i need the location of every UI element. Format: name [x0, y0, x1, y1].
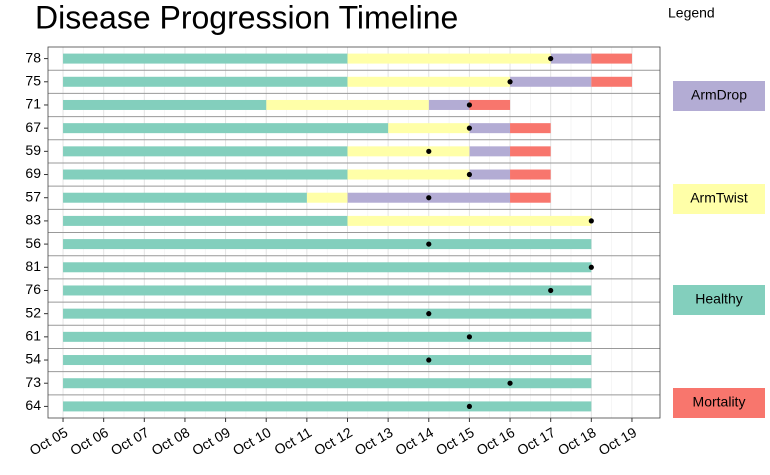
- segment: [63, 331, 592, 342]
- chart-title: Disease Progression Timeline: [35, 0, 458, 35]
- y-tick-label: 78: [25, 49, 41, 65]
- segment: [63, 285, 592, 296]
- event-dot: [426, 311, 432, 317]
- segment: [510, 169, 551, 180]
- x-tick-label: Oct 10: [230, 424, 274, 459]
- x-tick-label: Oct 15: [433, 424, 477, 459]
- segment: [510, 123, 551, 134]
- y-tick-label: 73: [25, 374, 41, 390]
- y-tick-label: 76: [25, 281, 41, 297]
- segment: [347, 215, 592, 226]
- segment: [347, 169, 470, 180]
- legend-label: Mortality: [693, 394, 746, 410]
- segment: [63, 123, 389, 134]
- x-tick-label: Oct 09: [189, 424, 233, 459]
- x-tick-label: Oct 05: [27, 424, 71, 459]
- event-dot: [466, 334, 473, 340]
- x-tick-label: Oct 13: [352, 424, 396, 459]
- segment: [306, 192, 348, 203]
- y-tick-label: 69: [25, 165, 41, 181]
- segment: [63, 401, 592, 412]
- segment: [63, 76, 348, 87]
- segment: [591, 76, 632, 87]
- segment: [63, 308, 592, 319]
- legend-label: Healthy: [695, 291, 742, 307]
- x-tick-label: Oct 07: [108, 424, 152, 459]
- x-tick-label: Oct 12: [311, 424, 355, 459]
- x-tick-label: Oct 08: [149, 424, 193, 459]
- y-tick-label: 71: [25, 96, 41, 112]
- event-dot: [507, 380, 513, 386]
- segment: [63, 378, 592, 389]
- legend-label: ArmTwist: [690, 190, 748, 206]
- y-tick-label: 83: [25, 212, 41, 228]
- segment: [347, 76, 511, 87]
- x-tick-label: Oct 14: [392, 424, 436, 459]
- segment: [510, 146, 551, 157]
- segment: [63, 192, 307, 203]
- event-dot: [548, 55, 554, 62]
- event-dot: [426, 195, 432, 201]
- y-tick-label: 75: [25, 72, 41, 88]
- y-tick-label: 56: [25, 235, 41, 251]
- x-tick-label: Oct 19: [596, 424, 640, 459]
- segment: [63, 53, 348, 64]
- legend-swatch: [673, 81, 765, 111]
- segment: [63, 355, 592, 366]
- y-tick-label: 67: [25, 119, 41, 135]
- segment: [428, 99, 470, 110]
- event-dot: [588, 264, 594, 270]
- segment: [63, 169, 348, 180]
- y-tick-label: 64: [25, 397, 41, 413]
- event-dot: [426, 241, 432, 247]
- segment: [63, 99, 267, 110]
- legend-label: ArmDrop: [691, 87, 747, 103]
- segment: [550, 53, 592, 64]
- segment: [469, 99, 511, 110]
- x-tick-label: Oct 06: [67, 424, 111, 459]
- event-dot: [548, 287, 554, 294]
- event-dot: [466, 403, 473, 410]
- y-tick-label: 81: [25, 258, 41, 274]
- x-tick-label: Oct 18: [555, 424, 599, 459]
- event-dot: [466, 102, 473, 108]
- event-dot: [588, 218, 594, 224]
- legend-swatch: [673, 388, 765, 418]
- event-dot: [466, 125, 473, 131]
- segment: [469, 123, 511, 134]
- x-tick-label: Oct 17: [514, 424, 558, 459]
- segment: [591, 53, 632, 64]
- event-dot: [426, 148, 432, 154]
- y-tick-label: 61: [25, 328, 41, 344]
- segment: [63, 215, 348, 226]
- event-dot: [507, 79, 513, 85]
- event-dot: [466, 171, 473, 178]
- segment: [510, 192, 551, 203]
- x-tick-label: Oct 16: [474, 424, 518, 459]
- y-tick-label: 59: [25, 142, 41, 158]
- y-tick-label: 52: [25, 304, 41, 320]
- segment: [63, 262, 592, 273]
- segment: [266, 99, 429, 110]
- legend-title: Legend: [668, 5, 715, 21]
- y-tick-label: 57: [25, 188, 41, 204]
- event-dot: [426, 357, 432, 363]
- segment: [510, 76, 592, 87]
- segment: [388, 123, 470, 134]
- segment: [469, 169, 511, 180]
- plot-border: [47, 46, 661, 419]
- legend-swatch: [673, 285, 765, 315]
- segment: [63, 239, 592, 250]
- legend-swatch: [673, 184, 765, 214]
- y-tick-label: 54: [25, 351, 41, 367]
- segment: [469, 146, 511, 157]
- segment: [63, 146, 348, 157]
- x-tick-label: Oct 11: [271, 424, 314, 458]
- segment: [347, 146, 470, 157]
- segment: [347, 53, 551, 64]
